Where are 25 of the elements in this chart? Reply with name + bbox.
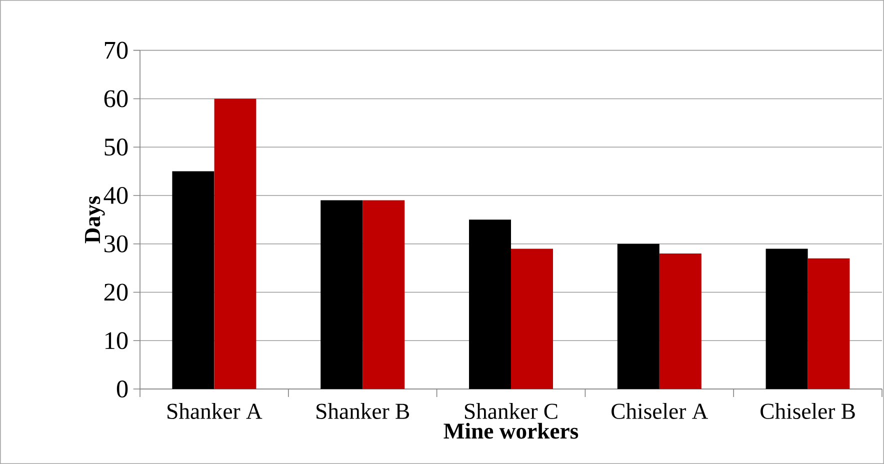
bar bbox=[320, 200, 363, 389]
y-axis-title: Days bbox=[85, 196, 105, 244]
y-tick-label: 30 bbox=[104, 235, 128, 252]
x-tick-label: Chiseler B bbox=[760, 403, 855, 419]
y-tick-label: 50 bbox=[104, 138, 128, 156]
bar bbox=[617, 244, 660, 389]
x-axis-title: Mine workers bbox=[444, 422, 578, 439]
y-tick-label: 20 bbox=[104, 284, 128, 301]
y-tick-label: 10 bbox=[106, 332, 128, 350]
bar bbox=[469, 220, 512, 389]
bar bbox=[659, 254, 702, 389]
x-tick-label: Shanker A bbox=[168, 403, 262, 419]
bar bbox=[766, 248, 808, 389]
bar bbox=[362, 200, 405, 389]
bar bbox=[808, 258, 850, 389]
y-tick-label: 60 bbox=[104, 90, 128, 108]
x-tick-label: Chiseler A bbox=[612, 403, 708, 419]
y-tick-label: 70 bbox=[104, 42, 128, 59]
x-tick-label: Shanker B bbox=[316, 403, 410, 419]
bar bbox=[511, 248, 554, 389]
x-tick-label: Shanker C bbox=[465, 403, 558, 419]
y-tick-label: 40 bbox=[104, 186, 128, 204]
y-tick-label: 0 bbox=[116, 380, 128, 398]
bar bbox=[172, 171, 214, 389]
bar bbox=[214, 98, 256, 389]
